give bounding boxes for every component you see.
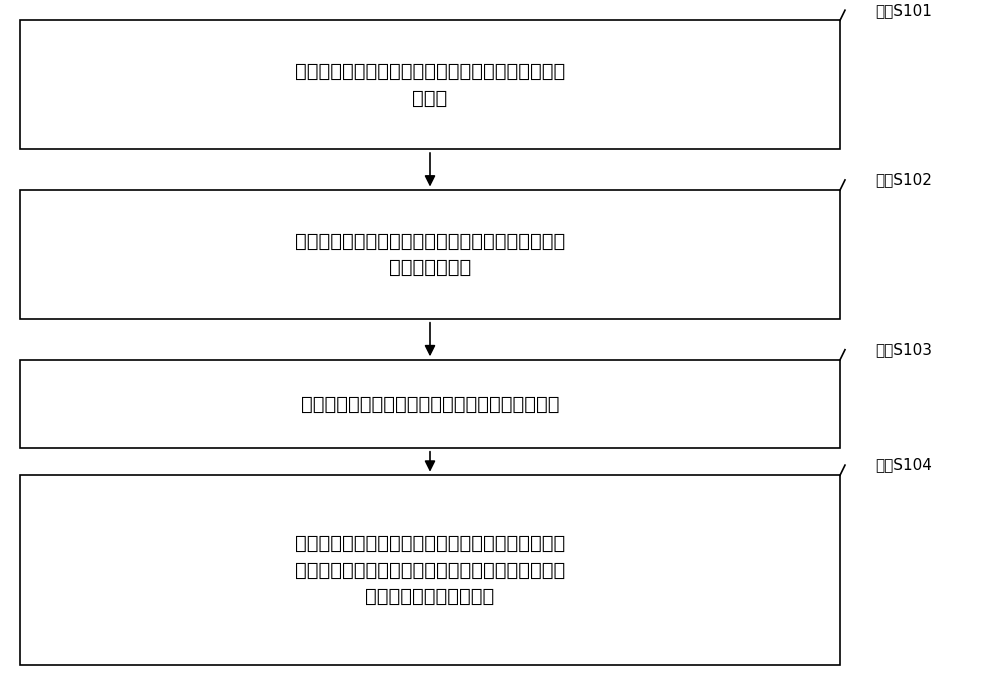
Bar bbox=[20, 190, 840, 319]
Bar bbox=[20, 20, 840, 149]
Text: 步骤S102: 步骤S102 bbox=[875, 172, 932, 187]
Text: 采集聚焦后的多个光束，得到多幅包含亮斑的图像: 采集聚焦后的多个光束，得到多幅包含亮斑的图像 bbox=[301, 394, 559, 414]
Text: 步骤S104: 步骤S104 bbox=[875, 458, 932, 473]
Text: 依次扫描输出多个扫描角度的一字线光斑照射至待测
物体上: 依次扫描输出多个扫描角度的一字线光斑照射至待测 物体上 bbox=[295, 62, 565, 108]
Text: 根据不同扫描角度及不同行像素下亮斑与待测物体深
度之间的第一关系对多幅包含亮斑的图像进行解析，
确定待测物体的三维点云: 根据不同扫描角度及不同行像素下亮斑与待测物体深 度之间的第一关系对多幅包含亮斑的… bbox=[295, 534, 565, 606]
Bar bbox=[20, 360, 840, 448]
Text: 步骤S101: 步骤S101 bbox=[875, 3, 932, 18]
Text: 接收待测物体在多个一字线光斑照射下反射的多个光
束依次进行聚焦: 接收待测物体在多个一字线光斑照射下反射的多个光 束依次进行聚焦 bbox=[295, 232, 565, 278]
Bar bbox=[20, 475, 840, 665]
Text: 步骤S103: 步骤S103 bbox=[875, 342, 932, 357]
